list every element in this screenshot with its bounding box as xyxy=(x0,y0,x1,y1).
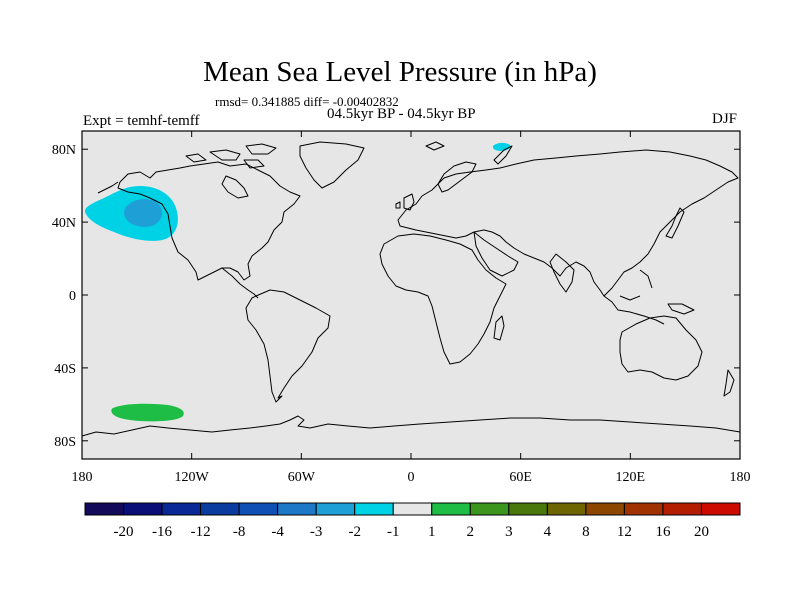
colorbar-swatch xyxy=(277,502,317,516)
lon-tick-label: 180 xyxy=(72,470,93,485)
colorbar-swatch xyxy=(354,502,394,516)
coast-greenland xyxy=(299,141,365,189)
colorbar-label: -1 xyxy=(387,524,400,540)
colorbar-label: 3 xyxy=(505,524,513,540)
lon-tick-label: 120E xyxy=(616,470,646,485)
colorbar-label: -4 xyxy=(271,524,284,540)
colorbar-swatch xyxy=(200,502,240,516)
colorbar-label: 16 xyxy=(655,524,671,540)
coast-south-america xyxy=(245,289,331,403)
lon-tick-label: 120W xyxy=(175,470,210,485)
colorbar-label: -2 xyxy=(348,524,361,540)
colorbar-swatch xyxy=(161,502,202,516)
coast-australia xyxy=(619,315,703,381)
coast-north-america xyxy=(117,161,301,281)
coast-africa xyxy=(379,233,507,365)
coast-new-zealand xyxy=(723,369,735,397)
colorbar-swatch xyxy=(431,502,471,516)
coast-central-america xyxy=(221,267,259,299)
coast-arabia xyxy=(473,231,519,277)
season-label: DJF xyxy=(712,111,738,127)
coast-novaya-zemlya xyxy=(493,145,513,165)
colorbar-swatch xyxy=(585,502,625,516)
coast-southeast-asia xyxy=(603,269,665,325)
coast-svalbard xyxy=(425,141,445,151)
coast-antarctica xyxy=(81,415,741,437)
colorbar-label: -8 xyxy=(233,524,246,540)
coastlines xyxy=(81,141,741,437)
coast-eurasia xyxy=(397,149,739,297)
lat-tick-label: 40S xyxy=(54,362,76,377)
colorbar-swatch xyxy=(469,502,510,516)
colorbar-swatch xyxy=(123,502,163,516)
colorbar-label: -20 xyxy=(114,524,134,540)
coast-india xyxy=(549,253,575,293)
colorbar-swatch xyxy=(662,502,702,516)
colorbar-swatch xyxy=(315,502,356,516)
anomaly-shading xyxy=(84,142,511,422)
colorbar-label: -16 xyxy=(152,524,172,540)
colorbar-label: 2 xyxy=(467,524,475,540)
coast-madagascar xyxy=(493,315,505,341)
lon-tick-label: 0 xyxy=(408,470,415,485)
coast-uk xyxy=(395,193,415,211)
colorbar-swatch xyxy=(84,502,125,516)
colorbar-label: 4 xyxy=(544,524,552,540)
coast-hudson-bay xyxy=(221,175,249,199)
colorbar-label: -12 xyxy=(191,524,211,540)
coast-japan xyxy=(665,207,685,239)
chart-title: Mean Sea Level Pressure (in hPa) xyxy=(203,56,597,88)
lon-tick-label: 60W xyxy=(288,470,316,485)
coast-canadian-arctic xyxy=(185,143,277,169)
lon-tick-label: 60E xyxy=(509,470,532,485)
coast-scandinavia xyxy=(437,161,477,193)
coast-new-guinea xyxy=(667,303,695,315)
colorbar-label: 12 xyxy=(617,524,632,540)
colorbar-swatch xyxy=(623,502,664,516)
colorbar-swatch xyxy=(392,502,433,516)
lat-tick-label: 0 xyxy=(69,289,76,304)
colorbar: -20 -16 -12 -8 -4 -3 -2 -1 1 2 3 4 8 12 16 20 xyxy=(84,502,741,540)
map-axes: 80N 40N 0 40S 80S 180 120W 60W 0 60E 120E 180 xyxy=(52,131,751,485)
map-background xyxy=(82,131,740,459)
colorbar-label: 8 xyxy=(582,524,590,540)
colorbar-swatch xyxy=(700,502,741,516)
rmsd-diff-stats: rmsd= 0.341885 diff= -0.00402832 xyxy=(215,94,399,109)
colorbar-label: 20 xyxy=(694,524,709,540)
experiment-label: Expt = temhf-temff xyxy=(83,113,200,129)
colorbar-swatch xyxy=(508,502,548,516)
lat-tick-label: 80N xyxy=(52,143,76,158)
colorbar-swatch xyxy=(238,502,279,516)
lat-tick-label: 40N xyxy=(52,216,76,231)
colorbar-label: -3 xyxy=(310,524,323,540)
coast-alaska-islands xyxy=(97,181,119,194)
colorbar-swatch xyxy=(546,502,587,516)
lat-tick-label: 80S xyxy=(54,435,76,450)
colorbar-label: 1 xyxy=(428,524,436,540)
lon-tick-label: 180 xyxy=(730,470,751,485)
southern-ocean-high xyxy=(111,403,184,422)
period-subtitle: 04.5kyr BP - 04.5kyr BP xyxy=(327,106,476,122)
north-pacific-low-core xyxy=(124,199,162,227)
